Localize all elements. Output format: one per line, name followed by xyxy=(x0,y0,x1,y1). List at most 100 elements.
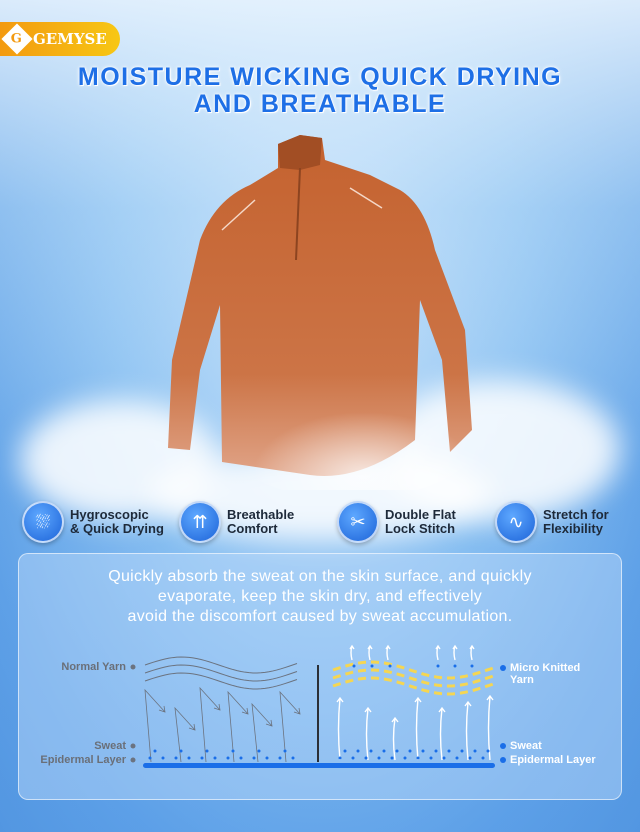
feature-label: Hygroscopic xyxy=(70,507,149,522)
feature-stretch: ∿ Stretch for Flexibility xyxy=(495,501,609,543)
feature-breathable: ⇈ Breathable Comfort xyxy=(179,501,294,543)
evaporation-arrow xyxy=(464,700,472,761)
sweat-drop xyxy=(442,756,446,760)
vapor-arrow xyxy=(452,644,458,661)
description-line: Quickly absorb the sweat on the skin sur… xyxy=(108,568,532,585)
title-line-2: AND BREATHABLE xyxy=(193,90,447,118)
sweat-absorb-icon: ⛆ xyxy=(22,501,64,543)
sweat-drop xyxy=(278,756,282,760)
evaporation-arrow xyxy=(391,716,399,761)
sweat-drop xyxy=(416,756,420,760)
epidermal-label-left: Epidermal Layer xyxy=(40,754,126,766)
sweat-drop xyxy=(338,756,342,760)
vapor-arrow xyxy=(367,644,373,661)
blocked-arrow xyxy=(279,690,301,763)
sweat-drop xyxy=(473,749,477,753)
vapor-drop xyxy=(436,664,440,668)
feature-label: Double Flat xyxy=(385,507,456,522)
description-line: evaporate, keep the skin dry, and effect… xyxy=(157,588,483,605)
sweat-drop xyxy=(283,749,287,753)
label-dot xyxy=(130,664,136,670)
feature-label: Stretch for xyxy=(543,507,609,522)
sweat-drop xyxy=(468,756,472,760)
sweat-drop xyxy=(200,756,204,760)
evaporation-arrow xyxy=(486,694,494,761)
vapor-arrow xyxy=(349,644,355,661)
yarn-strand xyxy=(144,672,298,690)
sweat-drop xyxy=(226,756,230,760)
breathable-icon: ⇈ xyxy=(179,501,221,543)
sweat-drop xyxy=(447,749,451,753)
blocked-arrow xyxy=(144,688,166,763)
stitch-icon: ✂ xyxy=(337,501,379,543)
blocked-arrow xyxy=(199,686,221,763)
brand-logo-icon: G xyxy=(1,23,33,55)
sweat-drop xyxy=(351,756,355,760)
vapor-arrow xyxy=(385,644,391,661)
sweat-drop xyxy=(252,756,256,760)
sweat-drop xyxy=(205,749,209,753)
label-dot xyxy=(130,757,136,763)
sweat-label-right: Sweat xyxy=(510,740,542,752)
blocked-arrow xyxy=(227,690,249,763)
vapor-arrow xyxy=(435,644,441,661)
sweat-drop xyxy=(377,756,381,760)
sweat-drop xyxy=(421,749,425,753)
label-dot xyxy=(500,743,506,749)
evaporation-arrow xyxy=(364,706,372,761)
comparison-diagram xyxy=(130,644,506,768)
blocked-sweat-arrows xyxy=(144,686,301,763)
page-title: MOISTURE WICKING QUICK DRYING AND BREATH… xyxy=(0,64,640,118)
sweat-drops xyxy=(148,664,490,760)
sweat-drop xyxy=(390,756,394,760)
feature-label: Comfort xyxy=(227,521,278,536)
sweat-drop xyxy=(239,756,243,760)
yarn-strand xyxy=(144,664,298,682)
feature-stitch: ✂ Double Flat Lock Stitch xyxy=(337,501,456,543)
brand-badge: G GEMYSE xyxy=(0,22,120,56)
sweat-drop xyxy=(257,749,261,753)
feature-label: Breathable xyxy=(227,507,295,522)
sweat-drop xyxy=(429,756,433,760)
vapor-drop xyxy=(470,664,474,668)
sweat-label-left: Sweat xyxy=(94,740,126,752)
sweat-drop xyxy=(408,749,412,753)
label-dot xyxy=(500,665,506,671)
label-dot xyxy=(130,743,136,749)
sweat-drop xyxy=(455,756,459,760)
vapor-drop xyxy=(352,664,356,668)
sweat-drop xyxy=(179,749,183,753)
epidermal-layer-bar xyxy=(143,763,495,768)
sweat-drop xyxy=(369,749,373,753)
sweat-drop xyxy=(161,756,165,760)
sweat-drop xyxy=(460,749,464,753)
blocked-arrow xyxy=(251,702,273,763)
epidermal-label-right: Epidermal Layer xyxy=(510,754,596,766)
sweat-drop xyxy=(364,756,368,760)
micro-yarn-label: Micro Knitted Yarn xyxy=(510,662,581,686)
normal-yarn-waves xyxy=(144,656,298,690)
info-panel xyxy=(18,553,622,800)
sweat-drop xyxy=(486,749,490,753)
evaporation-arrow xyxy=(336,696,344,761)
sweat-drop xyxy=(265,756,269,760)
sweat-drop xyxy=(213,756,217,760)
brand-name: GEMYSE xyxy=(33,30,107,48)
title-line-1: MOISTURE WICKING QUICK DRYING xyxy=(77,63,563,91)
vapor-drop xyxy=(388,664,392,668)
sweat-drop xyxy=(481,756,485,760)
feature-label: Lock Stitch xyxy=(385,521,456,536)
sweat-drop xyxy=(382,749,386,753)
yarn-strand xyxy=(144,656,298,674)
blocked-arrow xyxy=(174,706,196,763)
sweat-drop xyxy=(148,756,152,760)
vapor-arrow xyxy=(469,644,475,661)
description-line: avoid the discomfort caused by sweat acc… xyxy=(127,608,513,625)
sweat-drop xyxy=(403,756,407,760)
stretch-wave-icon: ∿ xyxy=(495,501,537,543)
evaporation-arrow xyxy=(438,706,446,761)
micro-yarn-strand xyxy=(332,676,494,696)
sweat-drop xyxy=(187,756,191,760)
evaporation-arrows xyxy=(336,644,494,761)
product-shirt-image xyxy=(168,135,480,490)
